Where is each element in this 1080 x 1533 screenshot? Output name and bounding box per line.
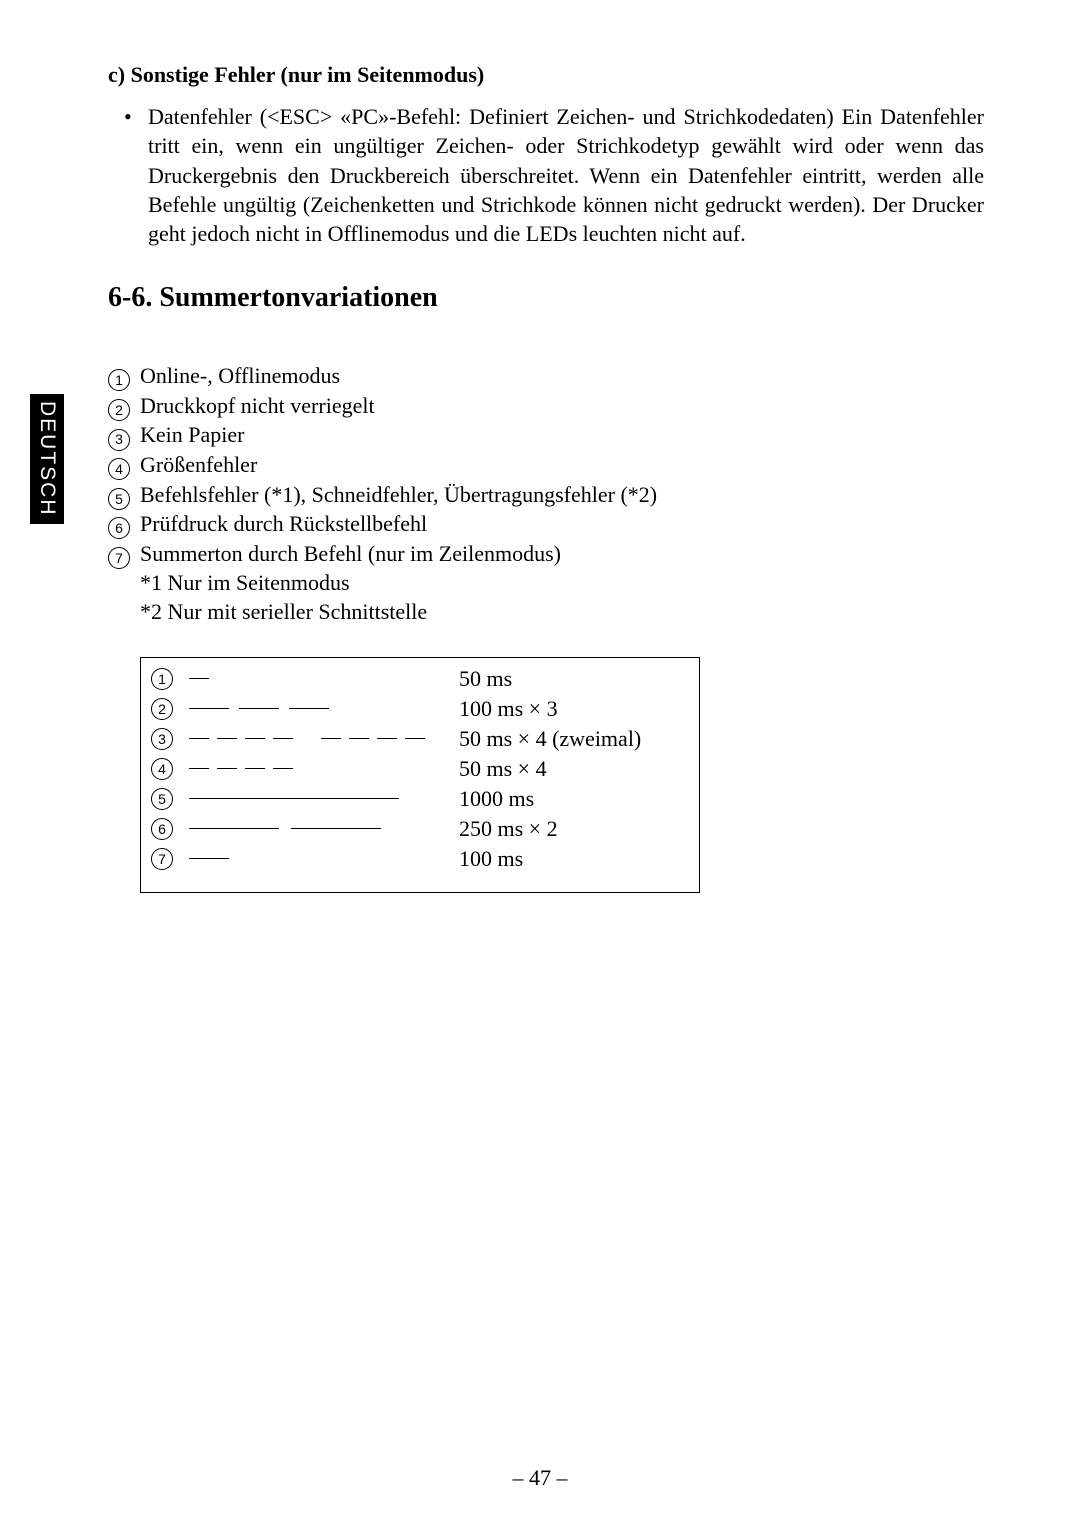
- buzzer-duration: 100 ms: [459, 846, 523, 872]
- buzzer-pattern: [189, 678, 459, 680]
- bullet-paragraph: •Datenfehler (<ESC> «PC»-Befehl: Definie…: [108, 102, 984, 248]
- circled-number: 2: [151, 698, 173, 720]
- numbered-list: 1 Online-, Offlinemodus 2 Druckkopf nicht …: [108, 362, 984, 626]
- circled-number: 6: [151, 818, 173, 840]
- list-item-label: Befehlsfehler (*1), Schneidfehler, Übert…: [140, 481, 657, 510]
- buzzer-row: 5 1000 ms: [151, 784, 685, 814]
- language-tab: DEUTSCH: [30, 394, 64, 524]
- buzzer-row: 6 250 ms × 2: [151, 814, 685, 844]
- list-item-label: Summerton durch Befehl (nur im Zeilenmod…: [140, 540, 561, 569]
- list-item-label: Kein Papier: [140, 421, 244, 450]
- buzzer-row: 3 50 ms × 4 (zweimal): [151, 724, 685, 754]
- buzzer-pattern: [189, 768, 459, 770]
- buzzer-duration: 50 ms × 4 (zweimal): [459, 726, 641, 752]
- subheading-c: c) Sonstige Fehler (nur im Seitenmodus): [108, 62, 984, 88]
- list-item-label: Prüfdruck durch Rückstellbefehl: [140, 510, 427, 539]
- circled-number: 3: [151, 728, 173, 750]
- list-item: 1 Online-, Offlinemodus: [108, 362, 984, 391]
- circled-number: 7: [151, 848, 173, 870]
- list-item: 3 Kein Papier: [108, 421, 984, 450]
- circled-number: 3: [108, 429, 130, 451]
- list-item-label: Druckkopf nicht verriegelt: [140, 392, 375, 421]
- buzzer-duration: 50 ms: [459, 666, 512, 692]
- buzzer-pattern: [189, 708, 459, 710]
- buzzer-duration: 50 ms × 4: [459, 756, 547, 782]
- buzzer-duration: 100 ms × 3: [459, 696, 558, 722]
- buzzer-pattern: [189, 858, 459, 860]
- circled-number: 7: [108, 547, 130, 569]
- buzzer-duration: 1000 ms: [459, 786, 534, 812]
- page-content: c) Sonstige Fehler (nur im Seitenmodus) …: [0, 0, 1080, 893]
- buzzer-row: 4 50 ms × 4: [151, 754, 685, 784]
- list-item: 6 Prüfdruck durch Rückstellbefehl: [108, 510, 984, 539]
- buzzer-table: 1 50 ms 2 100 ms × 3 3 50 ms × 4 (zweima…: [140, 657, 700, 893]
- page-number: – 47 –: [0, 1465, 1080, 1491]
- circled-number: 1: [151, 668, 173, 690]
- buzzer-pattern: [189, 738, 459, 740]
- circled-number: 4: [108, 458, 130, 480]
- list-item: 4 Größenfehler: [108, 451, 984, 480]
- circled-number: 6: [108, 517, 130, 539]
- list-item-label: Online-, Offlinemodus: [140, 362, 340, 391]
- list-item: 2 Druckkopf nicht verriegelt: [108, 392, 984, 421]
- circled-number: 5: [151, 788, 173, 810]
- list-item: 5 Befehlsfehler (*1), Schneidfehler, Über…: [108, 481, 984, 510]
- bullet-body: Datenfehler (<ESC> «PC»-Befehl: Definier…: [148, 104, 984, 246]
- buzzer-row: 7 100 ms: [151, 844, 685, 874]
- buzzer-row: 1 50 ms: [151, 664, 685, 694]
- buzzer-pattern: [189, 828, 459, 830]
- section-title: 6-6. Summertonvariationen: [108, 282, 984, 314]
- circled-number: 4: [151, 758, 173, 780]
- buzzer-duration: 250 ms × 2: [459, 816, 558, 842]
- buzzer-row: 2 100 ms × 3: [151, 694, 685, 724]
- footnote-1: *1 Nur im Seitenmodus: [140, 569, 984, 598]
- footnote-2: *2 Nur mit serieller Schnittstelle: [140, 598, 984, 627]
- bullet-icon: •: [124, 102, 148, 131]
- list-item-label: Größenfehler: [140, 451, 257, 480]
- circled-number: 2: [108, 399, 130, 421]
- footnotes: *1 Nur im Seitenmodus *2 Nur mit seriell…: [108, 569, 984, 626]
- list-item: 7 Summerton durch Befehl (nur im Zeilenmo…: [108, 540, 984, 569]
- circled-number: 1: [108, 369, 130, 391]
- circled-number: 5: [108, 488, 130, 510]
- language-tab-text: DEUTSCH: [35, 401, 59, 517]
- buzzer-pattern: [189, 798, 459, 800]
